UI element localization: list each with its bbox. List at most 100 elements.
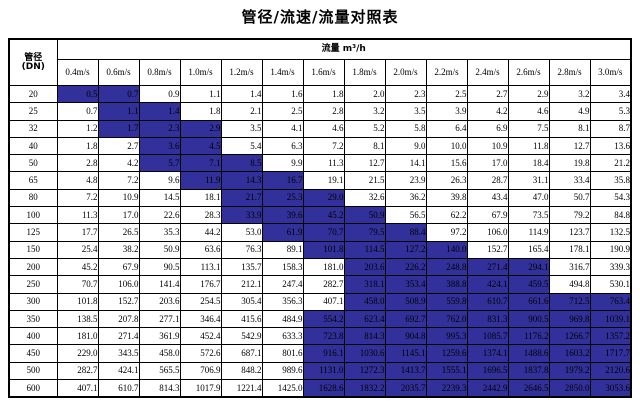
value-cell: 84.8 [589, 206, 632, 225]
value-cell: 343.5 [97, 344, 140, 363]
value-cell: 9.6 [138, 171, 181, 190]
value-cell: 7.1 [179, 154, 222, 173]
table-row: 150 25.4 38.2 50.9 63.6 76.3 89.1 101.8 114.5 127… [8, 240, 632, 259]
value-cell: 35.3 [138, 223, 181, 242]
velocity-header: 2.2m/s [425, 59, 468, 86]
value-cell: 0.7 [97, 84, 140, 104]
value-cell: 13.6 [589, 136, 632, 156]
table-row: 32 1.2 1.7 2.3 2.9 3.5 4.1 4.6 5.2 5.8 6.4 6.9 7.5 8.… [8, 119, 632, 138]
value-cell: 723.8 [302, 327, 345, 346]
value-cell: 158.3 [261, 257, 304, 277]
value-cell: 542.9 [220, 327, 263, 346]
value-cell: 494.8 [548, 275, 591, 294]
value-cell: 1425.0 [261, 379, 304, 398]
value-cell: 1628.6 [302, 379, 345, 398]
value-cell: 114.9 [507, 223, 550, 242]
value-cell: 165.4 [507, 240, 550, 259]
value-cell: 814.3 [138, 379, 181, 398]
value-cell: 21.5 [343, 171, 386, 190]
velocity-header: 1.2m/s [220, 59, 263, 86]
value-cell: 54.3 [589, 188, 632, 208]
value-cell: 1039.1 [589, 309, 632, 329]
value-cell: 623.4 [343, 309, 386, 329]
value-cell: 50.9 [138, 240, 181, 259]
value-cell: 35.8 [589, 171, 632, 190]
value-cell: 33.4 [548, 171, 591, 190]
value-cell: 1266.7 [548, 327, 591, 346]
value-cell: 0.5 [56, 84, 99, 104]
table-row: 250 70.7 106.0 141.4 176.7 212.1 247.4 282.7 318… [8, 275, 632, 294]
velocity-header: 0.4m/s [56, 59, 99, 86]
value-cell: 19.8 [548, 154, 591, 173]
value-cell: 79.5 [343, 223, 386, 242]
value-cell: 1837.8 [507, 361, 550, 381]
value-cell: 10.9 [97, 188, 140, 208]
value-cell: 26.3 [425, 171, 468, 190]
value-cell: 10.9 [466, 136, 509, 156]
value-cell: 113.1 [179, 257, 222, 277]
table-row: 125 17.7 26.5 35.3 44.2 53.0 61.9 70.7 79.5 88.4 9… [8, 223, 632, 242]
value-cell: 904.8 [384, 327, 427, 346]
value-cell: 900.5 [507, 309, 550, 329]
value-cell: 9.0 [384, 136, 427, 156]
value-cell: 38.2 [97, 240, 140, 259]
value-cell: 1.7 [97, 119, 140, 138]
value-cell: 45.2 [56, 257, 99, 277]
value-cell: 2646.5 [507, 379, 550, 398]
value-cell: 1603.2 [548, 344, 591, 363]
value-cell: 97.2 [425, 223, 468, 242]
value-cell: 1085.7 [466, 327, 509, 346]
value-cell: 44.2 [179, 223, 222, 242]
value-cell: 712.5 [548, 292, 591, 311]
value-cell: 31.1 [507, 171, 550, 190]
value-cell: 11.8 [507, 136, 550, 156]
value-cell: 1.2 [56, 119, 99, 138]
value-cell: 4.6 [507, 102, 550, 121]
value-cell: 1832.2 [343, 379, 386, 398]
value-cell: 346.4 [179, 309, 222, 329]
value-cell: 801.6 [261, 344, 304, 363]
value-cell: 565.5 [138, 361, 181, 381]
value-cell: 316.7 [548, 257, 591, 277]
dn-cell: 500 [8, 361, 58, 381]
value-cell: 22.6 [138, 206, 181, 225]
value-cell: 361.9 [138, 327, 181, 346]
value-cell: 10.0 [425, 136, 468, 156]
value-cell: 916.1 [302, 344, 345, 363]
table-row: 100 11.3 17.0 22.6 28.3 33.9 39.6 45.2 50.9 56.5 6… [8, 206, 632, 225]
table-row: 450 229.0 343.5 458.0 572.6 687.1 801.6 916.1 10… [8, 344, 632, 363]
value-cell: 2239.3 [425, 379, 468, 398]
value-cell: 530.1 [589, 275, 632, 294]
value-cell: 18.1 [179, 188, 222, 208]
value-cell: 4.5 [179, 136, 222, 156]
value-cell: 3.6 [138, 136, 181, 156]
value-cell: 178.1 [548, 240, 591, 259]
value-cell: 305.4 [220, 292, 263, 311]
value-cell: 39.8 [425, 188, 468, 208]
value-cell: 135.7 [220, 257, 263, 277]
value-cell: 294.1 [507, 257, 550, 277]
value-cell: 2.8 [56, 154, 99, 173]
value-cell: 248.8 [425, 257, 468, 277]
value-cell: 33.9 [220, 206, 263, 225]
dn-cell: 50 [8, 154, 58, 173]
table-row: 500 282.7 424.1 565.5 706.9 848.2 989.6 1131.0 1… [8, 361, 632, 381]
velocity-header-row: 0.4m/s 0.6m/s 0.8m/s 1.0m/s 1.2m/s 1.4m/s 1.6m… [9, 59, 632, 86]
value-cell: 969.8 [548, 309, 591, 329]
value-cell: 0.7 [56, 102, 99, 121]
value-cell: 554.2 [302, 309, 345, 329]
value-cell: 610.7 [466, 292, 509, 311]
value-cell: 424.1 [97, 361, 140, 381]
value-cell: 47.0 [507, 188, 550, 208]
value-cell: 353.4 [384, 275, 427, 294]
value-cell: 7.5 [507, 119, 550, 138]
value-cell: 226.2 [384, 257, 427, 277]
value-cell: 2850.0 [548, 379, 591, 398]
value-cell: 19.1 [302, 171, 345, 190]
value-cell: 687.1 [220, 344, 263, 363]
value-cell: 152.7 [466, 240, 509, 259]
value-cell: 5.3 [589, 102, 632, 121]
value-cell: 762.0 [425, 309, 468, 329]
value-cell: 831.3 [466, 309, 509, 329]
